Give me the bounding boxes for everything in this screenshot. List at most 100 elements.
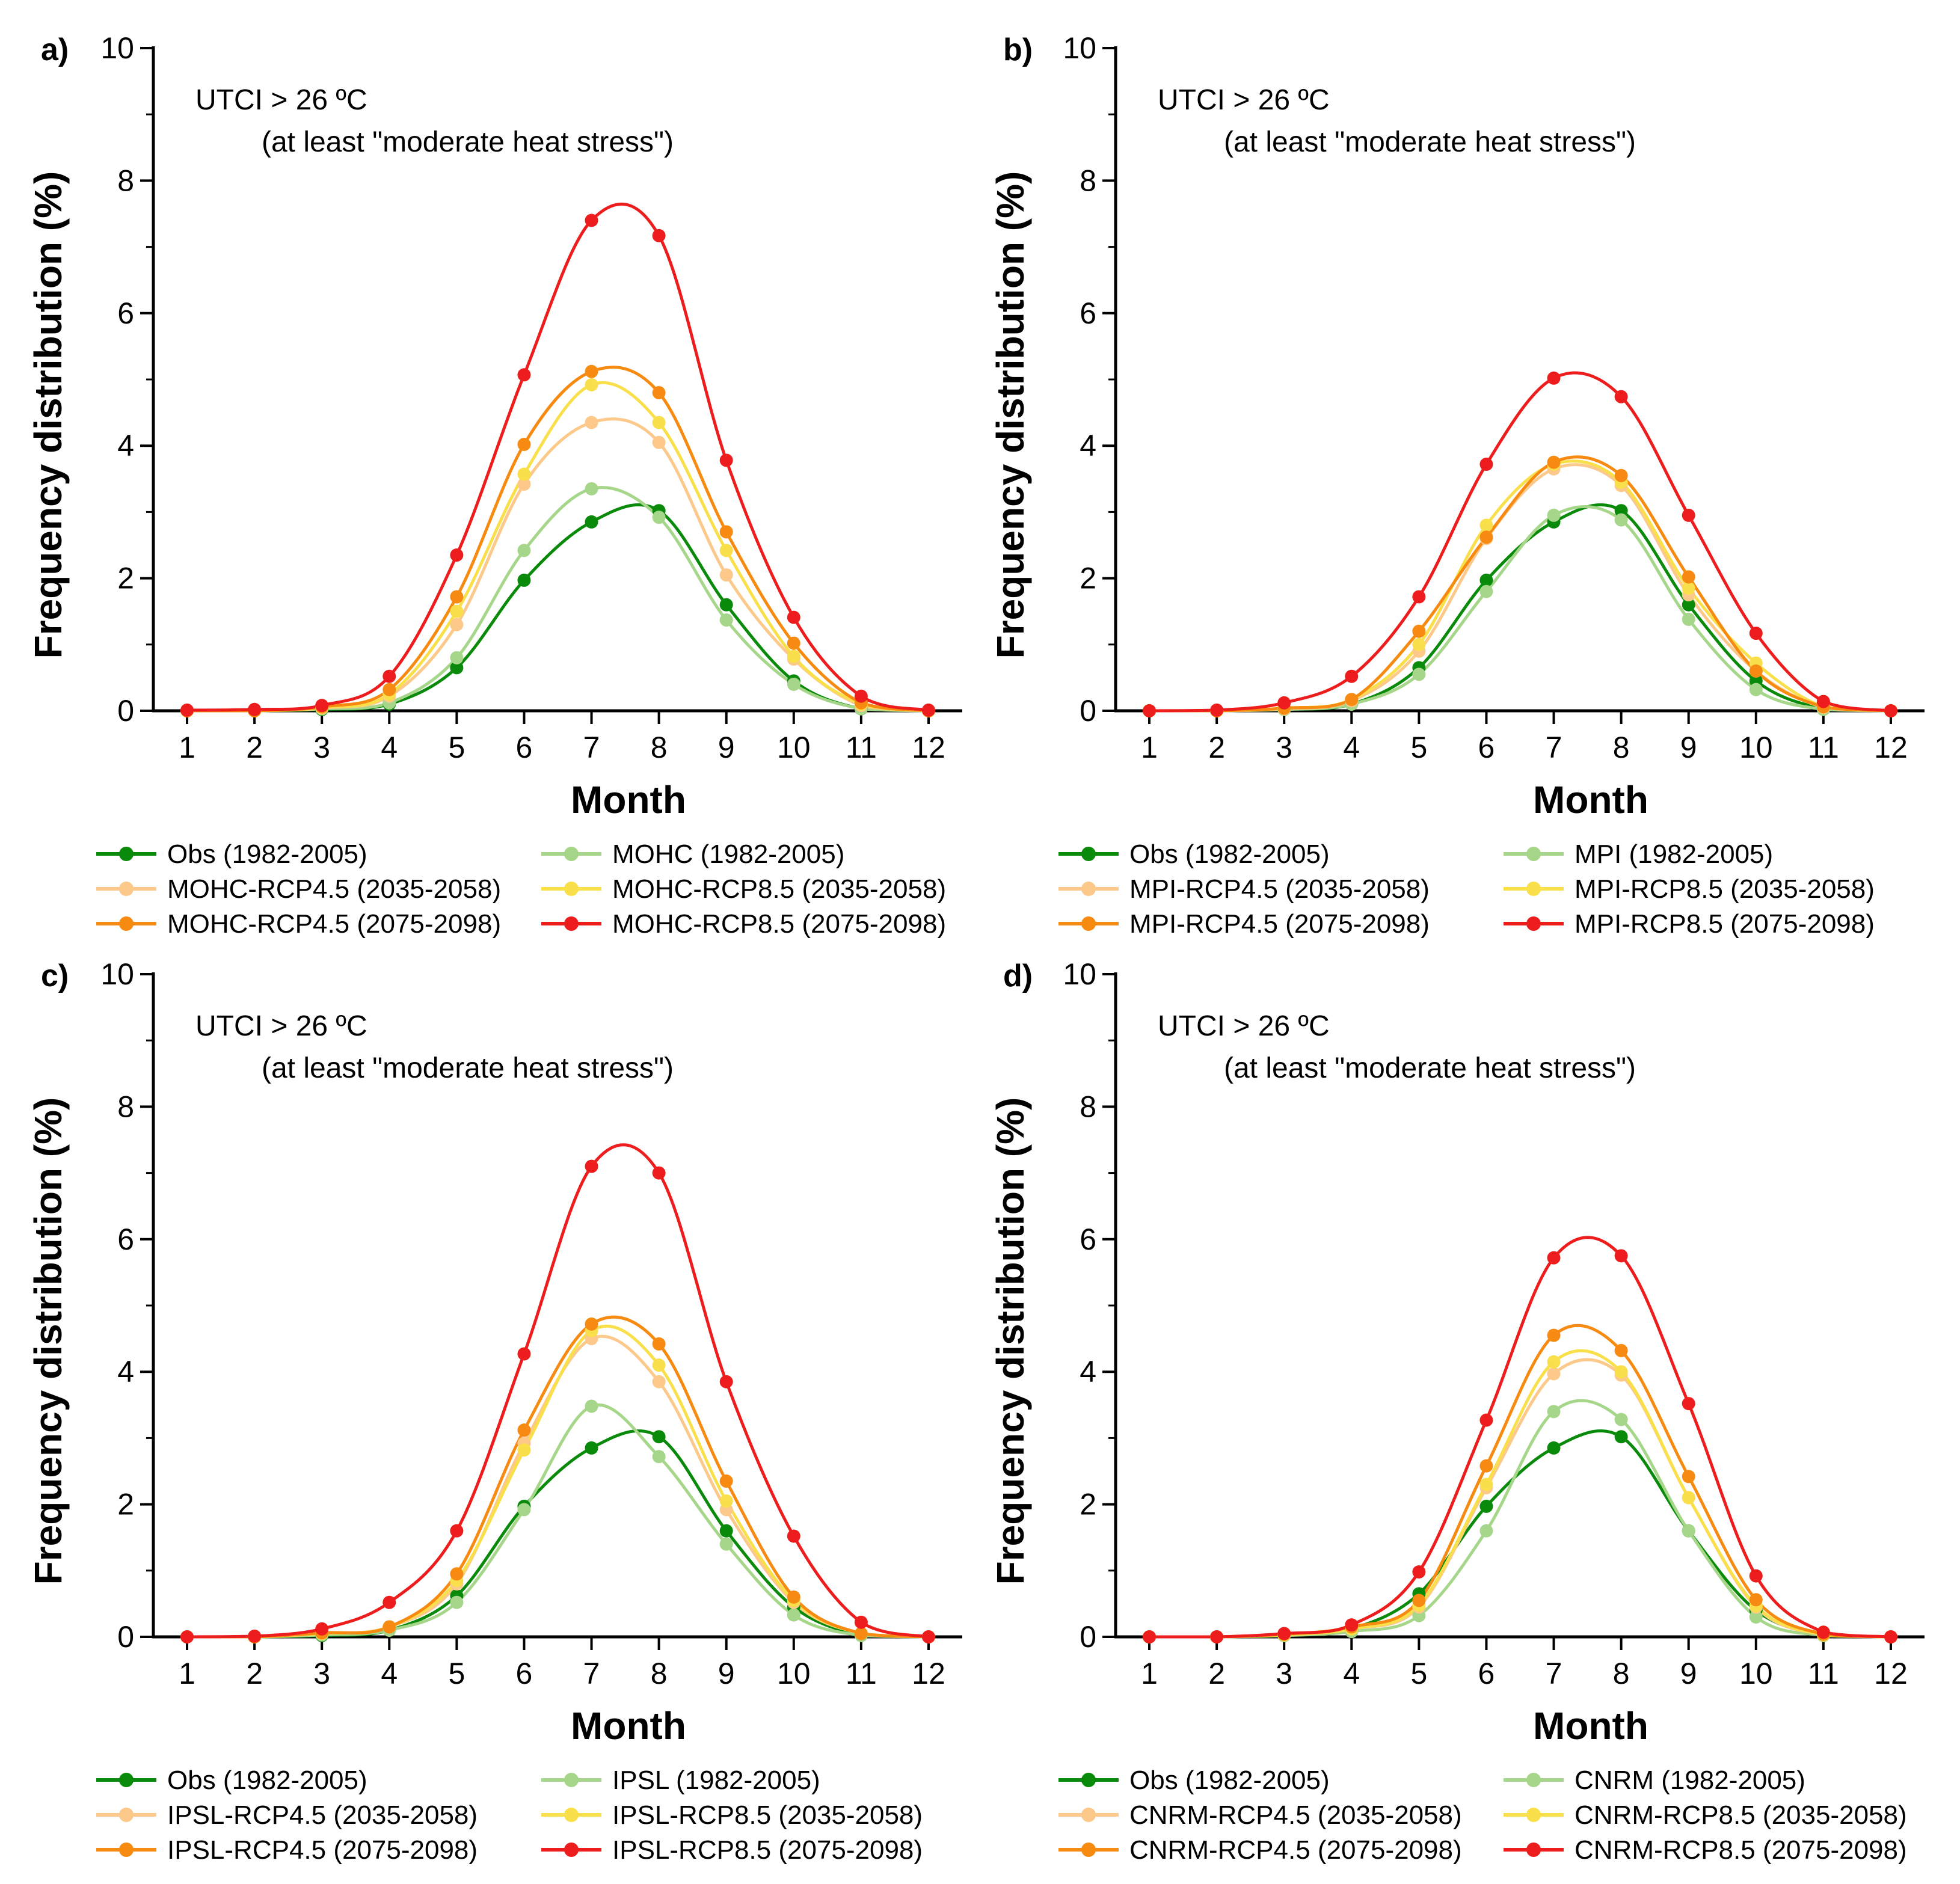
- data-point-s1-m6: [517, 1503, 531, 1517]
- series-line-2: [187, 417, 929, 713]
- legend: Obs (1982-2005) IPSL (1982-2005) IPSL-RCP4…: [96, 1766, 923, 1865]
- legend-swatch-marker: [119, 1843, 134, 1857]
- x-tick-label: 1: [179, 731, 195, 764]
- data-point-s5-m1: [180, 703, 194, 717]
- data-point-s4-m7: [1547, 455, 1561, 469]
- data-point-s1-m8: [1614, 1413, 1628, 1426]
- legend-swatch-marker: [1081, 916, 1096, 931]
- x-axis-title: Month: [571, 778, 686, 821]
- x-tick-label: 3: [313, 1657, 330, 1690]
- y-tick-label: 8: [1080, 164, 1096, 197]
- y-tick-label: 4: [1080, 429, 1096, 462]
- x-tick-label: 9: [1680, 1657, 1697, 1690]
- annotation-threshold: UTCI > 26 ºC: [1158, 84, 1330, 116]
- y-axis-title: Frequency distribution (%): [989, 1097, 1032, 1585]
- annotation-category: (at least "moderate heat stress"): [262, 126, 674, 158]
- x-tick-label: 10: [1739, 1657, 1773, 1690]
- legend-swatch-marker: [1081, 1773, 1096, 1787]
- y-tick-label: 2: [1080, 1488, 1096, 1521]
- data-point-s4-m5: [1412, 624, 1426, 638]
- data-point-s5-m4: [1345, 669, 1359, 683]
- data-point-s5-m5: [1412, 1565, 1426, 1579]
- data-point-s5-m3: [1277, 1627, 1291, 1640]
- data-point-s0-m7: [585, 1441, 598, 1455]
- legend-label: Obs (1982-2005): [1129, 1766, 1330, 1795]
- x-tick-label: 8: [1613, 1657, 1630, 1690]
- data-point-s5-m4: [382, 669, 396, 683]
- series-line-3: [187, 1324, 929, 1639]
- data-point-s0-m8: [1614, 504, 1628, 518]
- data-point-s5-m11: [854, 1615, 868, 1629]
- x-tick-label: 9: [1680, 731, 1697, 764]
- data-point-s0-m8: [652, 1430, 666, 1444]
- data-point-s3-m5: [450, 604, 464, 618]
- data-point-s5-m10: [1749, 1569, 1763, 1583]
- data-point-s4-m7: [585, 1317, 598, 1331]
- data-point-s5-m2: [1210, 1630, 1224, 1643]
- data-point-s3-m7: [585, 378, 598, 391]
- data-point-s1-m7: [1547, 1405, 1561, 1419]
- data-point-s5-m6: [1479, 1413, 1493, 1427]
- y-tick-label: 2: [1080, 562, 1096, 595]
- data-point-s5-m8: [652, 1166, 666, 1180]
- data-point-s3-m9: [1682, 581, 1695, 595]
- legend-item: MPI (1982-2005): [1504, 839, 1773, 869]
- data-point-s3-m8: [652, 1358, 666, 1372]
- data-point-s5-m3: [315, 699, 329, 713]
- legend-item: MOHC (1982-2005): [541, 839, 844, 869]
- data-point-s3-m9: [719, 1494, 733, 1508]
- annotation-threshold: UTCI > 26 ºC: [195, 1010, 367, 1042]
- x-tick-label: 1: [179, 1657, 195, 1690]
- legend-label: MOHC-RCP4.5 (2075-2098): [167, 909, 501, 939]
- data-point-s1-m7: [585, 1399, 598, 1413]
- y-tick-label: 8: [117, 164, 134, 197]
- data-point-s5-m5: [450, 1524, 464, 1538]
- series-line-4: [1149, 1324, 1891, 1639]
- y-axis-title: Frequency distribution (%): [26, 1097, 70, 1585]
- data-point-s4-m10: [787, 636, 800, 650]
- y-tick-label: 6: [117, 296, 134, 330]
- data-point-s1-m9: [719, 1537, 733, 1551]
- x-tick-label: 1: [1141, 731, 1158, 764]
- data-point-s5-m11: [1816, 1625, 1830, 1639]
- data-point-s5-m9: [1682, 508, 1695, 522]
- x-tick-label: 6: [516, 1657, 533, 1690]
- data-point-s2-m8: [652, 435, 666, 449]
- legend-label: IPSL-RCP4.5 (2035-2058): [167, 1800, 478, 1830]
- data-point-s5-m8: [1614, 1249, 1628, 1263]
- data-point-s1-m9: [1682, 1524, 1695, 1538]
- x-tick-label: 4: [381, 1657, 398, 1690]
- legend-item: MPI-RCP8.5 (2075-2098): [1504, 909, 1875, 939]
- legend-item: Obs (1982-2005): [96, 839, 367, 869]
- legend-swatch-marker: [1526, 1773, 1541, 1787]
- y-tick-label: 8: [117, 1090, 134, 1123]
- data-point-s4-m6: [1479, 1459, 1493, 1473]
- annotation-category: (at least "moderate heat stress"): [262, 1052, 674, 1084]
- data-point-s4-m9: [1682, 1470, 1695, 1484]
- legend-label: MOHC-RCP8.5 (2075-2098): [612, 909, 946, 939]
- x-tick-label: 12: [1874, 1657, 1908, 1690]
- legend-label: CNRM-RCP4.5 (2075-2098): [1129, 1835, 1462, 1865]
- legend-item: Obs (1982-2005): [1058, 839, 1330, 869]
- data-point-s1-m6: [517, 544, 531, 557]
- data-point-s5-m1: [1143, 1630, 1157, 1643]
- data-point-s1-m6: [1479, 585, 1493, 598]
- y-tick-label: 10: [1063, 957, 1096, 991]
- y-tick-label: 8: [1080, 1090, 1096, 1123]
- x-tick-label: 2: [1208, 731, 1225, 764]
- series-line-4: [1149, 455, 1891, 713]
- x-tick-label: 12: [912, 731, 945, 764]
- series-line-1: [1149, 505, 1891, 713]
- data-point-s5-m2: [1210, 703, 1224, 717]
- data-point-s4-m8: [1614, 468, 1628, 482]
- x-tick-label: 7: [583, 731, 600, 764]
- data-point-s4-m11: [854, 1627, 868, 1640]
- legend-label: Obs (1982-2005): [167, 839, 367, 869]
- legend: Obs (1982-2005) MOHC (1982-2005) MOHC-RCP4…: [96, 839, 946, 939]
- legend-swatch-marker: [564, 882, 579, 896]
- series-line-5: [187, 202, 929, 712]
- data-point-s4-m4: [382, 1620, 396, 1634]
- legend-item: MPI-RCP8.5 (2035-2058): [1504, 874, 1875, 904]
